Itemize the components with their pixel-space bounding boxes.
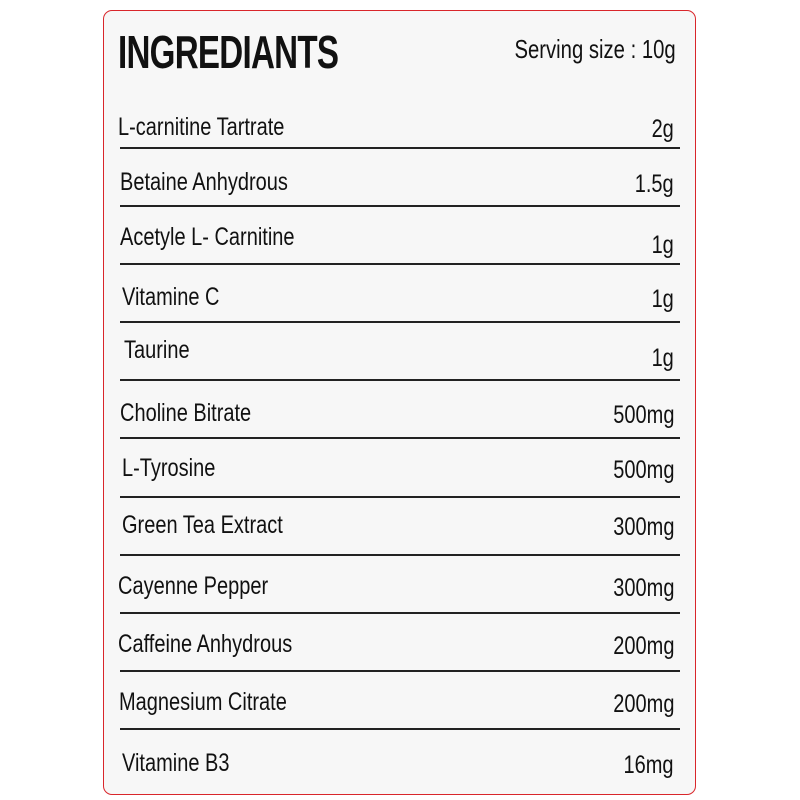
- ingredient-row: Vitamine B3 16mg: [118, 748, 680, 779]
- ingredient-amount: 500mg: [612, 456, 674, 484]
- row-divider: [120, 612, 680, 614]
- ingredient-name: Cayenne Pepper: [118, 572, 269, 600]
- ingredient-row: Cayenne Pepper 300mg: [118, 571, 680, 602]
- row-divider: [120, 321, 680, 323]
- ingredient-row: Green Tea Extract 300mg: [118, 510, 680, 541]
- ingredient-name: Acetyle L- Carnitine: [120, 223, 295, 251]
- ingredient-row: Caffeine Anhydrous 200mg: [118, 629, 680, 660]
- ingredient-amount: 200mg: [612, 632, 674, 660]
- ingredient-name: Choline Bitrate: [120, 399, 252, 427]
- ingredient-row: Betaine Anhydrous 1.5g: [118, 167, 680, 198]
- ingredient-amount: 1g: [651, 344, 674, 372]
- ingredient-name: Green Tea Extract: [122, 511, 283, 539]
- ingredient-name: Vitamine C: [122, 283, 220, 311]
- ingredient-amount: 1g: [651, 285, 674, 313]
- ingredient-name: Betaine Anhydrous: [120, 168, 288, 196]
- ingredient-row: L-carnitine Tartrate 2g: [118, 112, 680, 143]
- ingredient-amount: 2g: [651, 115, 674, 143]
- ingredient-name: L-Tyrosine: [122, 454, 216, 482]
- row-divider: [120, 437, 680, 439]
- ingredient-amount: 300mg: [612, 513, 674, 541]
- ingredients-panel: [103, 10, 696, 795]
- ingredient-row: L-Tyrosine 500mg: [118, 453, 680, 484]
- row-divider: [120, 554, 680, 556]
- ingredient-row: Choline Bitrate 500mg: [118, 398, 680, 429]
- row-divider: [120, 496, 680, 498]
- ingredient-amount: 16mg: [623, 751, 674, 779]
- page-title: INGREDIANTS: [118, 26, 339, 78]
- row-divider: [120, 670, 680, 672]
- row-divider: [120, 728, 680, 730]
- ingredient-name: Caffeine Anhydrous: [118, 630, 293, 658]
- ingredient-name: Taurine: [124, 336, 190, 364]
- ingredient-row: Vitamine C 1g: [118, 282, 680, 313]
- row-divider: [120, 263, 680, 265]
- ingredient-amount: 1.5g: [635, 170, 674, 198]
- row-divider: [120, 147, 680, 149]
- ingredient-row: Acetyle L- Carnitine 1g: [118, 222, 680, 259]
- serving-size: Serving size : 10g: [514, 34, 676, 64]
- ingredient-row: Magnesium Citrate 200mg: [118, 687, 680, 718]
- row-divider: [120, 379, 680, 381]
- ingredient-name: Magnesium Citrate: [119, 688, 287, 716]
- ingredient-amount: 300mg: [612, 574, 674, 602]
- ingredient-amount: 1g: [651, 231, 674, 259]
- ingredient-amount: 500mg: [612, 401, 674, 429]
- ingredient-amount: 200mg: [612, 690, 674, 718]
- ingredient-name: Vitamine B3: [122, 749, 230, 777]
- ingredient-row: Taurine 1g: [118, 335, 680, 372]
- ingredient-name: L-carnitine Tartrate: [118, 113, 285, 141]
- row-divider: [120, 205, 680, 207]
